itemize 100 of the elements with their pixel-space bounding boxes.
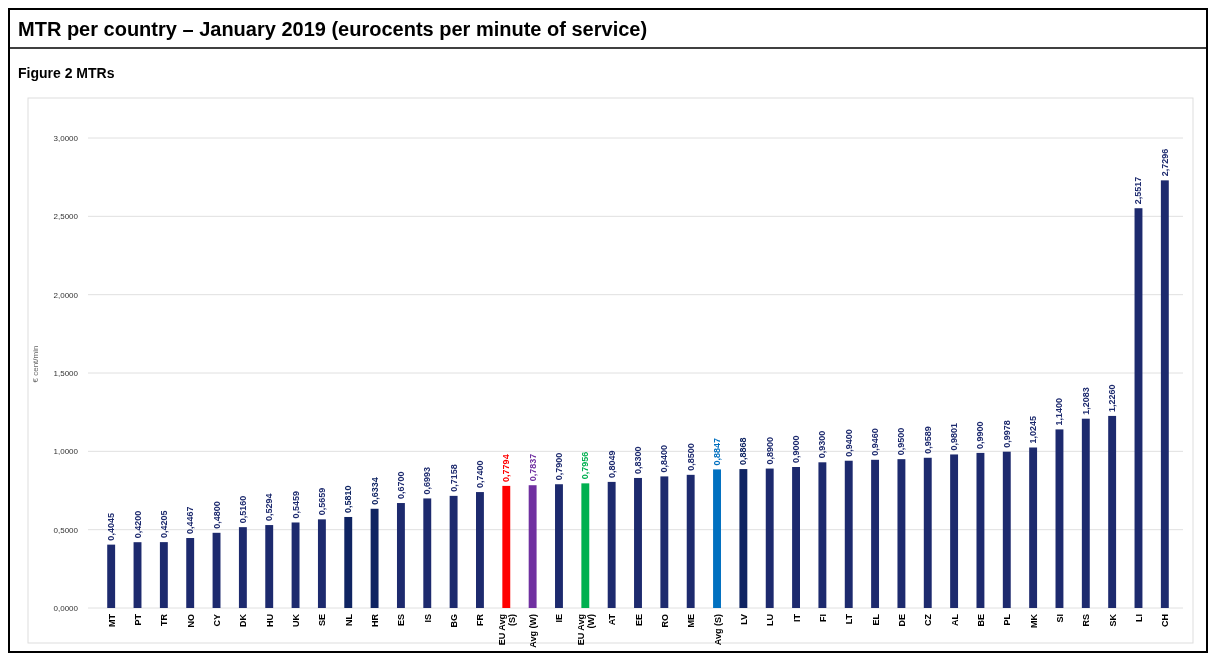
y-tick-label: 0,0000	[53, 604, 79, 613]
data-label: 0,8847	[712, 437, 723, 466]
y-tick-label: 1,0000	[53, 447, 79, 457]
x-tick-label: EU Avg (S)	[497, 614, 518, 646]
y-tick-label: 2,5000	[53, 212, 79, 222]
bar	[607, 481, 616, 608]
bar	[660, 476, 669, 608]
bar	[950, 454, 959, 608]
x-tick-label: AL	[949, 613, 960, 626]
bar	[686, 474, 695, 608]
x-tick-label: TR	[159, 613, 170, 626]
x-tick-label: EL	[870, 613, 881, 626]
x-tick-label: MT	[106, 613, 117, 627]
x-tick-label: HU	[264, 614, 275, 627]
x-tick-label: LT	[844, 613, 855, 625]
bar	[291, 522, 300, 608]
x-tick-label: RS	[1081, 614, 1092, 627]
x-tick-label: PT	[133, 613, 144, 626]
bar	[555, 484, 563, 608]
x-tick-label: ES	[396, 614, 407, 627]
data-label: 0,9978	[1001, 420, 1012, 448]
x-tick-label: HR	[370, 613, 381, 627]
data-label: 0,8500	[685, 443, 696, 471]
data-label: 0,9500	[896, 427, 907, 456]
bar	[186, 538, 195, 608]
bar	[396, 503, 405, 608]
data-label: 1,0245	[1028, 415, 1039, 444]
bar	[923, 457, 932, 608]
data-label: 0,7956	[580, 451, 591, 480]
bar	[502, 485, 511, 608]
data-label: 0,9589	[922, 426, 933, 454]
data-label: 0,4045	[106, 513, 117, 541]
chart-title: MTR per country – January 2019 (eurocents per minute of service)	[18, 18, 648, 40]
x-tick-label: DK	[238, 613, 249, 627]
data-label: 0,5659	[316, 487, 327, 516]
data-label: 0,4200	[132, 510, 143, 539]
bar	[818, 462, 827, 608]
bar	[897, 459, 906, 608]
x-tick-label: ME	[686, 614, 697, 628]
x-tick-label: LU	[765, 614, 776, 626]
y-tick-label: 0,5000	[53, 525, 79, 535]
x-tick-label: SE	[317, 614, 328, 627]
data-label: 0,5810	[343, 485, 354, 513]
bar	[765, 468, 774, 608]
x-tick-label: Avg (S)	[712, 614, 723, 646]
x-tick-label: FI	[817, 614, 828, 622]
x-tick-label: PL	[1002, 613, 1013, 626]
x-tick-label: Avg (W)	[528, 614, 539, 648]
x-tick-label: IT	[791, 613, 802, 622]
bar	[1108, 415, 1117, 608]
data-label: 0,9400	[843, 429, 854, 457]
data-label: 0,9460	[870, 428, 881, 456]
x-tick-label: CH	[1160, 614, 1171, 627]
chart-subtitle: Figure 2 MTRs	[18, 65, 115, 81]
x-tick-label: BG	[449, 614, 460, 628]
bar	[344, 516, 353, 608]
data-label: 0,9300	[817, 430, 828, 459]
data-label: 0,7900	[553, 452, 564, 481]
y-axis-title: € cent/min	[31, 345, 40, 383]
data-label: 0,4800	[211, 501, 222, 529]
bar	[107, 544, 116, 608]
x-tick-label: SI	[1054, 614, 1065, 623]
x-tick-label: IE	[554, 614, 565, 623]
data-label: 0,5160	[237, 495, 248, 524]
x-tick-label: NL	[343, 613, 354, 626]
data-label: 0,7837	[527, 453, 538, 482]
bar	[1081, 418, 1090, 608]
x-tick-label: IS	[422, 614, 433, 623]
data-label: 0,7158	[448, 464, 459, 492]
bar	[1002, 451, 1011, 608]
bar	[634, 477, 642, 608]
bar	[1029, 447, 1038, 608]
x-tick-label: DE	[896, 614, 907, 627]
data-label: 0,8900	[764, 437, 775, 465]
y-tick-label: 3,0000	[53, 134, 79, 143]
data-label: 0,8049	[606, 450, 617, 478]
data-label: 0,7794	[501, 454, 512, 482]
data-label: 0,4467	[185, 506, 196, 535]
bar	[423, 498, 432, 608]
x-tick-label: CZ	[923, 613, 934, 626]
x-tick-label: SK	[1107, 613, 1118, 627]
bar	[844, 460, 853, 608]
x-tick-label: RO	[659, 614, 670, 628]
data-label: 0,4205	[158, 510, 169, 539]
data-label: 0,8300	[633, 446, 643, 474]
y-tick-label: 1,5000	[53, 369, 79, 378]
data-label: 0,6700	[395, 471, 406, 500]
data-label: 0,5459	[290, 490, 301, 519]
x-tick-label: LI	[1133, 614, 1144, 622]
bar	[792, 467, 800, 608]
data-label: 0,6993	[422, 466, 433, 495]
bar	[159, 542, 168, 608]
data-label: 0,7400	[474, 460, 485, 489]
bar	[581, 483, 590, 608]
y-tick-label: 2,0000	[53, 290, 79, 300]
x-tick-label: LV	[738, 614, 749, 625]
data-label: 1,2260	[1107, 384, 1118, 412]
bar	[317, 519, 326, 608]
data-label: 0,9900	[975, 421, 986, 449]
x-tick-label: FR	[475, 613, 486, 626]
